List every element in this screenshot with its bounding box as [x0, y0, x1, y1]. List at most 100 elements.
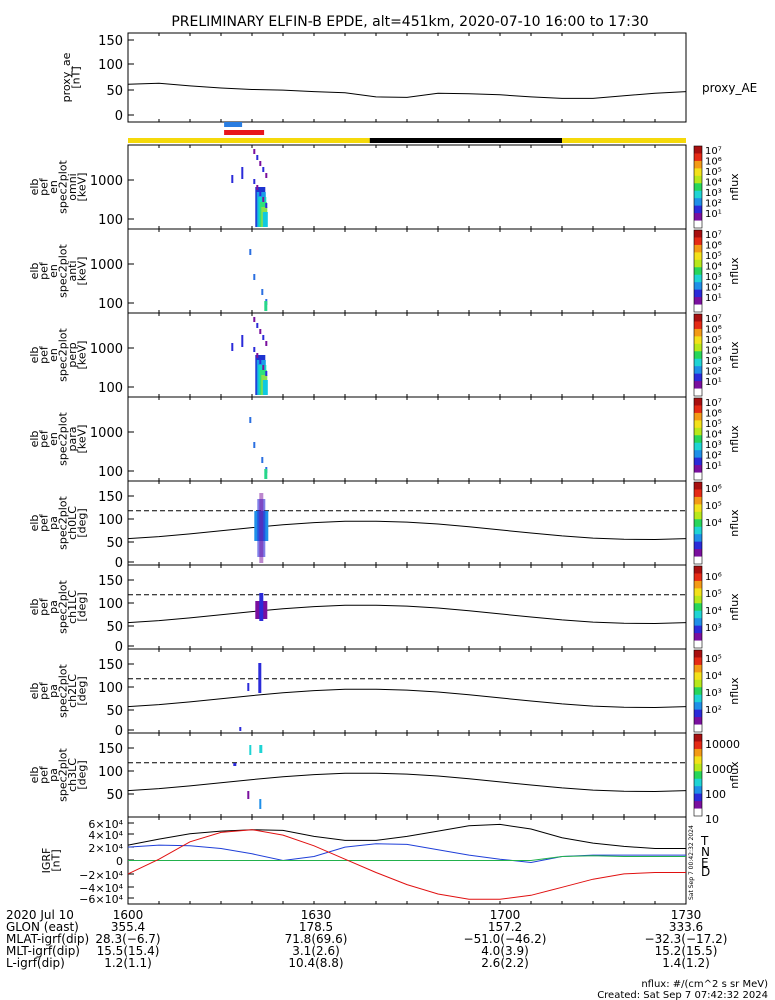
y-axis-label: elb	[28, 767, 41, 784]
colorbar-segment	[694, 526, 702, 535]
orbit-bars	[128, 122, 686, 143]
colorbar-segment	[694, 541, 702, 550]
colorbar-tick-label: 10⁶	[705, 409, 722, 420]
axis-row-value: 2.6(2.2)	[481, 956, 529, 970]
colorbar-segment	[694, 336, 702, 345]
colorbar-segment	[694, 282, 702, 291]
y-axis-label: pef	[38, 345, 51, 364]
flux-pixel	[253, 442, 256, 448]
colorbar-segment	[694, 237, 702, 246]
colorbar-segment	[694, 610, 702, 619]
colorbar-segment	[694, 756, 702, 765]
colorbar-label: nflux	[728, 593, 741, 621]
y-axis-label: elb	[28, 515, 41, 532]
colorbar-segment	[694, 328, 702, 337]
colorbar-tick-label: 10²	[705, 705, 722, 716]
science-zone-marker	[224, 122, 243, 127]
series-line-proxy_AE	[127, 82, 687, 99]
flux-pixel	[259, 493, 264, 563]
colorbar-segment	[694, 373, 702, 382]
flux-pixel	[265, 371, 268, 376]
colorbar-tick-label: 1000	[705, 763, 733, 776]
colorbar-label: nflux	[728, 257, 741, 285]
flux-pixel	[247, 791, 250, 799]
y-axis-label: elb	[28, 347, 41, 364]
colorbar-segment	[694, 146, 702, 154]
colorbar-segment	[694, 771, 702, 780]
vertical-stamp: Sat Sep 7 00:42:32 2024	[688, 825, 695, 900]
colorbar-segment	[694, 640, 702, 649]
colorbar-tick-label: 10⁷	[705, 398, 722, 409]
y-tick-label: 50	[106, 536, 123, 551]
flux-pixel	[239, 727, 242, 731]
flux-pixel	[262, 197, 265, 202]
legend-entry: T	[700, 834, 709, 848]
flux-pixel	[264, 301, 268, 311]
series-line-T	[127, 823, 686, 849]
flux-pixel	[247, 683, 250, 691]
colorbar-segment	[694, 304, 702, 313]
colorbar-label: nflux	[728, 341, 741, 369]
colorbar-segment	[694, 566, 702, 574]
colorbar-segment	[694, 420, 702, 429]
y-axis-label: spec2plot	[57, 496, 70, 550]
colorbar-tick-label: 10⁶	[705, 572, 722, 583]
colorbar-segment	[694, 190, 702, 199]
colorbar-tick-label: 10⁵	[705, 335, 722, 346]
y-tick-label: 0	[115, 640, 123, 655]
y-axis-label: spec2plot	[57, 328, 70, 382]
colorbar-segment	[694, 198, 702, 207]
axis-row-label: MLAT-igrf(dip)	[6, 932, 89, 946]
y-tick-label: 50	[106, 788, 123, 803]
colorbar-segment	[694, 717, 702, 726]
y-axis-label: spec2plot	[57, 244, 70, 298]
panel-anti: 1000100elbpefenspec2plotanti[keV]10⁷10⁶1…	[28, 228, 741, 314]
flux-pixel	[262, 380, 268, 395]
loss-cone-line	[127, 604, 687, 625]
y-axis-label: pef	[38, 261, 51, 280]
colorbar-segment	[694, 595, 702, 604]
colorbar-tick-label: 10⁴	[705, 671, 722, 682]
night-bar	[369, 138, 562, 143]
axis-row-label: GLON (east)	[6, 920, 79, 934]
flux-pixel	[256, 323, 259, 328]
y-axis-label: spec2plot	[57, 160, 70, 214]
colorbar-tick-label: 10²	[705, 199, 722, 210]
loss-cone-line	[127, 520, 687, 541]
colorbar-segment	[694, 213, 702, 222]
colorbar-tick-label: 10³	[705, 440, 722, 451]
y-tick-label: −2×10⁴	[79, 869, 123, 882]
axis-row-value: 4.0(3.9)	[481, 944, 529, 958]
colorbar-segment	[694, 603, 702, 612]
colorbar-segment	[694, 153, 702, 162]
flux-pixel	[253, 347, 256, 352]
colorbar-segment	[694, 664, 702, 673]
colorbar-tick-label: 10⁵	[705, 167, 722, 178]
flux-pixel	[249, 417, 252, 423]
colorbar-tick-label: 10⁵	[705, 654, 722, 665]
colorbar-tick-label: 10⁶	[705, 325, 722, 336]
colorbar-segment	[694, 259, 702, 268]
colorbar-tick-label: 10¹	[705, 377, 722, 388]
y-axis-label: anti	[66, 260, 79, 281]
flux-pixel	[231, 175, 234, 183]
axis-row-value: 1700	[490, 908, 521, 922]
y-axis-label: [keV]	[76, 173, 89, 202]
colorbar-segment	[694, 274, 702, 283]
colorbar-segment	[694, 808, 702, 817]
flux-pixel	[262, 212, 268, 227]
created-note: Created: Sat Sep 7 07:42:32 2024	[597, 990, 768, 1000]
colorbar-segment	[694, 398, 702, 406]
colorbar-segment	[694, 724, 702, 733]
series-line-D	[127, 829, 686, 900]
flux-pixel	[261, 289, 264, 295]
y-axis-label: [deg]	[76, 760, 89, 789]
y-axis-label: pa	[47, 684, 60, 698]
colorbar-tick-label: 10³	[705, 188, 722, 199]
y-axis-label: para	[66, 427, 79, 452]
loss-cone-line	[127, 772, 687, 793]
panel-frame	[127, 144, 687, 230]
colorbar-segment	[694, 366, 702, 375]
y-axis-label: spec2plot	[57, 664, 70, 718]
colorbar-segment	[694, 556, 702, 565]
